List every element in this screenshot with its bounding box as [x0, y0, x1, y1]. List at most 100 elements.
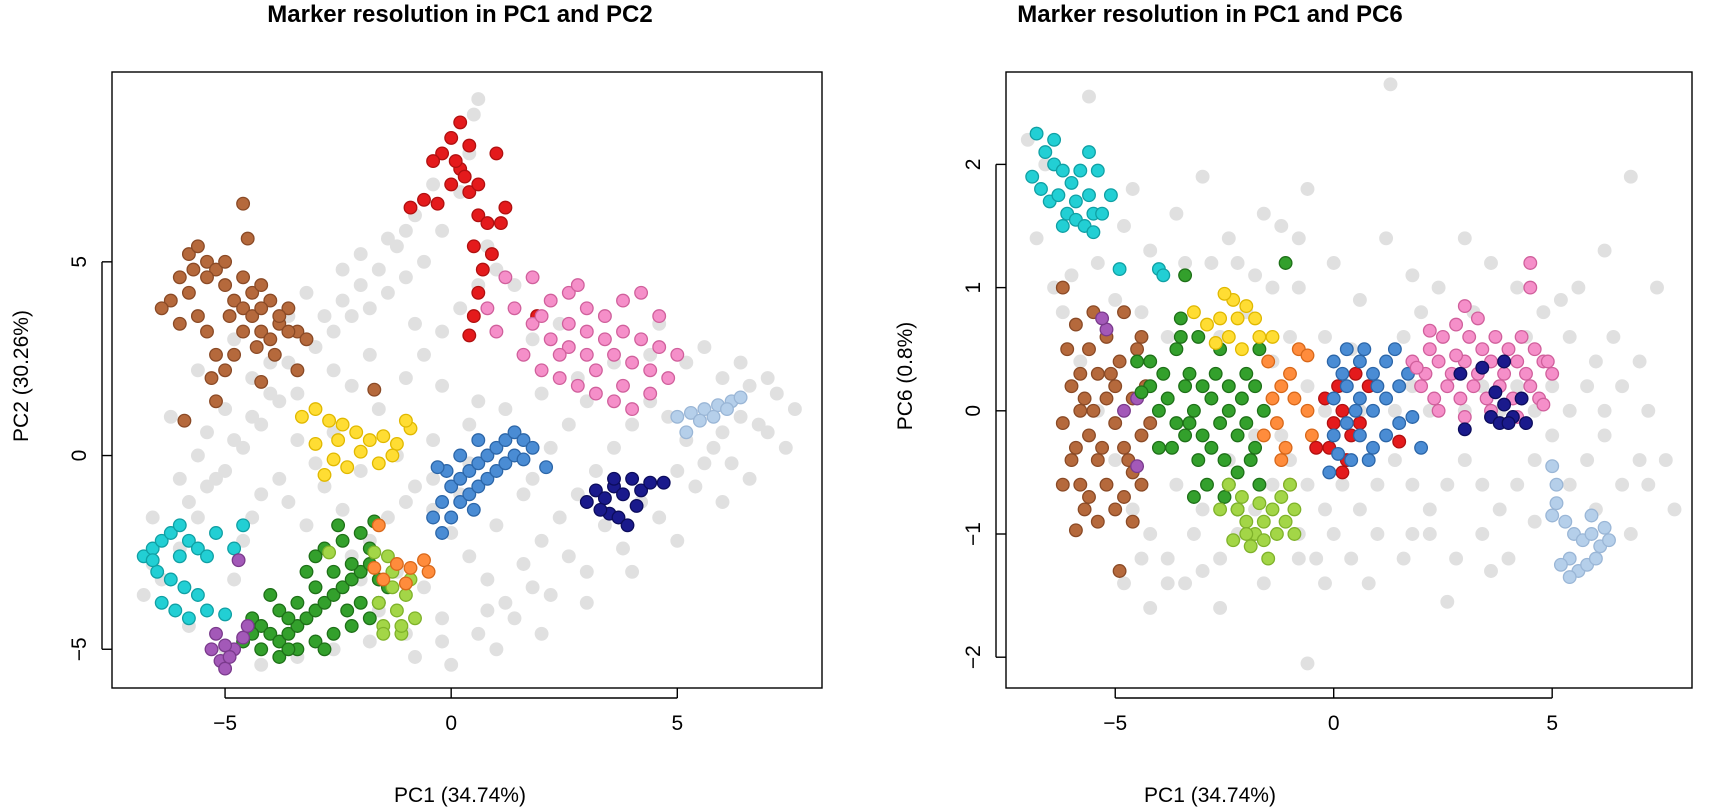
data-point	[1239, 514, 1254, 529]
data-point	[1366, 366, 1380, 381]
data-point	[1200, 317, 1214, 332]
data-point	[408, 611, 422, 626]
data-point	[1195, 169, 1210, 184]
data-point	[1427, 391, 1442, 406]
data-point	[272, 471, 287, 486]
data-point	[398, 270, 413, 285]
data-point	[1265, 329, 1280, 344]
series-7	[1213, 477, 1302, 566]
data-point	[267, 347, 282, 362]
data-point	[534, 626, 549, 641]
data-point	[430, 196, 445, 211]
data-point	[1287, 391, 1302, 406]
data-point	[227, 332, 242, 347]
data-point	[290, 595, 305, 610]
data-point	[760, 371, 775, 386]
data-point	[317, 467, 332, 482]
data-point	[272, 634, 287, 649]
data-point	[245, 409, 260, 424]
data-point	[1339, 342, 1354, 357]
data-point	[1632, 354, 1647, 369]
data-point	[190, 541, 205, 556]
data-point	[353, 526, 368, 540]
data-point	[1060, 342, 1075, 357]
data-point	[724, 456, 739, 471]
series-11	[367, 518, 436, 591]
y-tick-label: −1	[962, 522, 985, 546]
series-2	[154, 196, 382, 428]
data-point	[1230, 465, 1245, 480]
data-point	[1248, 268, 1263, 283]
data-point	[480, 301, 495, 316]
data-point	[453, 301, 468, 316]
data-point	[1527, 453, 1542, 468]
data-point	[299, 611, 314, 626]
data-point	[643, 475, 658, 490]
data-point	[1562, 329, 1577, 344]
x-tick-label: −5	[1103, 712, 1127, 735]
data-point	[480, 572, 495, 587]
data-point	[1658, 453, 1673, 468]
data-point	[435, 324, 450, 339]
data-point	[209, 347, 223, 362]
data-point	[254, 417, 269, 432]
data-point	[389, 557, 404, 571]
data-point	[1103, 188, 1118, 203]
data-point	[652, 510, 667, 525]
data-point	[254, 301, 269, 316]
data-point	[1597, 403, 1612, 418]
data-point	[254, 619, 269, 633]
data-point	[471, 285, 486, 300]
data-point	[1143, 354, 1158, 369]
data-point	[1501, 551, 1516, 566]
data-point	[1274, 490, 1289, 504]
data-point	[254, 324, 269, 339]
data-point	[1186, 305, 1201, 320]
data-point	[1405, 268, 1420, 283]
data-point	[1527, 342, 1542, 357]
data-point	[525, 270, 540, 285]
data-point	[1562, 570, 1577, 585]
data-point	[1178, 576, 1193, 591]
data-point	[263, 626, 278, 641]
data-point	[1073, 403, 1088, 418]
data-point	[1501, 416, 1516, 431]
data-point	[1318, 502, 1332, 517]
data-point	[493, 216, 508, 231]
data-point	[331, 433, 346, 448]
data-point	[1326, 416, 1341, 431]
data-point	[1051, 188, 1066, 203]
data-point	[308, 340, 323, 355]
data-point	[1165, 440, 1179, 455]
data-point	[1475, 342, 1490, 357]
data-point	[1352, 416, 1367, 431]
data-point	[385, 448, 400, 463]
data-point	[227, 572, 242, 587]
data-point	[317, 309, 332, 324]
data-point	[1099, 477, 1114, 492]
data-point	[1269, 416, 1284, 431]
scatter-panel-pc1-pc2: Marker resolution in PC1 and PC2 PC1 (34…	[10, 1, 823, 807]
series-10	[1405, 256, 1560, 424]
data-point	[177, 580, 192, 595]
data-point	[236, 301, 251, 316]
data-point	[742, 471, 757, 486]
data-point	[417, 347, 431, 362]
data-point	[516, 433, 531, 448]
data-point	[417, 553, 431, 568]
data-point	[218, 464, 233, 478]
data-point	[308, 580, 323, 595]
data-point	[1252, 496, 1267, 511]
data-point	[1160, 391, 1175, 406]
data-point	[245, 285, 260, 300]
data-point	[254, 657, 269, 672]
data-point	[1514, 329, 1529, 344]
data-point	[190, 363, 205, 378]
data-point	[308, 436, 323, 451]
data-point	[597, 332, 612, 347]
data-point	[145, 553, 160, 568]
data-point	[1195, 502, 1210, 517]
data-point	[1405, 477, 1420, 492]
data-point	[670, 533, 685, 548]
data-point	[200, 270, 214, 285]
